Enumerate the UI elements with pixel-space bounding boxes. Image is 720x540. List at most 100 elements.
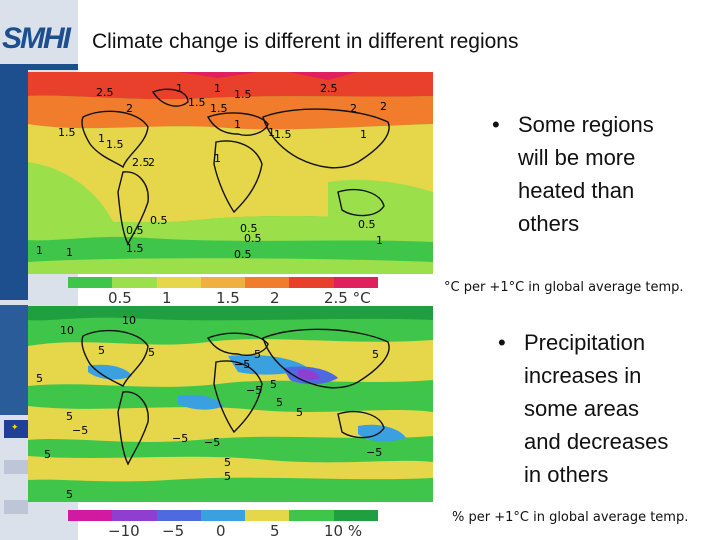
contour-label: 1	[234, 118, 241, 131]
temperature-caption: °C per +1°C in global average temp.	[444, 280, 684, 295]
contour-label: 5	[296, 406, 303, 419]
contour-label: 0.5	[150, 214, 168, 227]
contour-label: 1	[214, 82, 221, 95]
precipitation-colorbar	[68, 510, 378, 521]
colorbar-swatch	[200, 510, 246, 521]
contour-label: −5	[234, 358, 250, 371]
precipitation-caption: % per +1°C in global average temp.	[452, 510, 689, 525]
colorbar-swatch	[333, 277, 378, 288]
temperature-bullet-line: Some regions	[518, 112, 654, 137]
contour-label: 5	[276, 396, 283, 409]
contour-label: 5	[224, 470, 231, 483]
colorbar-swatch	[68, 277, 113, 288]
contour-label: −5	[246, 384, 262, 397]
contour-label: −5	[72, 424, 88, 437]
colorbar-tick-label: 5	[270, 522, 280, 540]
contour-label: 5	[254, 348, 261, 361]
contour-label: 10	[60, 324, 74, 337]
colorbar-swatch	[245, 277, 290, 288]
colorbar-swatch	[245, 510, 290, 521]
contour-label: 2.5	[320, 82, 338, 95]
temperature-colorbar	[68, 277, 378, 288]
colorbar-tick-label: 0	[216, 522, 226, 540]
contour-label: 5	[372, 348, 379, 361]
colorbar-swatch	[289, 277, 334, 288]
contour-label: 1	[360, 128, 367, 141]
contour-label: 5	[98, 344, 105, 357]
contour-label: 0.5	[240, 222, 258, 235]
precipitation-bullet-line: increases in	[524, 363, 642, 388]
temperature-bullet-line: heated than	[518, 178, 635, 203]
contour-label: 1	[214, 152, 221, 165]
precipitation-bullet-line: and decreases	[524, 429, 669, 454]
logo-underline	[0, 64, 78, 70]
contour-label: 1	[36, 244, 43, 257]
contour-label: −5	[204, 436, 220, 449]
precipitation-bullet-line: in others	[524, 462, 609, 487]
colorbar-swatch	[112, 277, 157, 288]
contour-label: 5	[66, 410, 73, 423]
colorbar-tick-label: 0.5	[108, 289, 132, 307]
colorbar-swatch	[68, 510, 113, 521]
contour-label: 0.5	[126, 224, 144, 237]
contour-label: 1.5	[126, 242, 144, 255]
contour-label: 10	[122, 314, 136, 327]
contour-label: 1.5	[58, 126, 76, 139]
contour-label: 1	[66, 246, 73, 259]
contour-label: 5	[224, 456, 231, 469]
contour-label: 1	[376, 234, 383, 247]
contour-label: 5	[270, 378, 277, 391]
contour-label: 1.5	[234, 88, 252, 101]
precipitation-bullet: • Precipitation increases in some areas …	[498, 326, 669, 491]
sidebar-strip-upper	[0, 70, 28, 300]
bullet-point-icon: •	[492, 112, 500, 137]
contour-label: 0.5	[244, 232, 262, 245]
contour-label: 2.5	[96, 86, 114, 99]
partner-logo-icon-2	[4, 500, 28, 514]
contour-label: 2	[148, 156, 155, 169]
colorbar-swatch	[200, 277, 246, 288]
temperature-bullet-line: will be more	[518, 145, 636, 170]
precipitation-bullet-line: Precipitation	[524, 330, 646, 355]
colorbar-swatch	[156, 510, 201, 521]
colorbar-swatch	[112, 510, 157, 521]
colorbar-tick-label: 10 %	[324, 522, 363, 540]
contour-label: −5	[366, 446, 382, 459]
contour-label: 5	[66, 488, 73, 501]
contour-label: 1	[268, 126, 275, 139]
colorbar-tick-label: −5	[162, 522, 185, 540]
bullet-point-icon: •	[498, 330, 506, 355]
partner-logo-icon	[4, 460, 28, 474]
colorbar-tick-label: 1.5	[216, 289, 240, 307]
contour-label: 0.5	[358, 218, 376, 231]
contour-label: 1.5	[188, 96, 206, 109]
contour-label: 1.5	[210, 102, 228, 115]
colorbar-tick-label: 2.5 °C	[324, 289, 371, 307]
contour-label: 2	[350, 102, 357, 115]
contour-label: 1	[98, 132, 105, 145]
colorbar-tick-label: 2	[270, 289, 280, 307]
contour-label: 2	[126, 102, 133, 115]
contour-label: 5	[44, 448, 51, 461]
contour-label: 1	[176, 82, 183, 95]
precipitation-bullet-line: some areas	[524, 396, 639, 421]
contour-label: −5	[172, 432, 188, 445]
contour-label: 0.5	[234, 248, 252, 261]
slide-title: Climate change is different in different…	[92, 30, 519, 53]
smhi-logo: SMHI	[2, 22, 71, 55]
temperature-bullet-line: others	[518, 211, 580, 236]
colorbar-tick-label: 1	[162, 289, 172, 307]
colorbar-swatch	[156, 277, 201, 288]
colorbar-swatch	[289, 510, 334, 521]
contour-label: 1.5	[274, 128, 292, 141]
contour-label: 2	[380, 100, 387, 113]
contour-label: 1.5	[106, 138, 124, 151]
eu-flag-icon: ✦	[4, 420, 28, 438]
temperature-bullet: • Some regions will be more heated than …	[492, 108, 654, 240]
colorbar-tick-label: −10	[108, 522, 140, 540]
contour-label: 2.5	[132, 156, 150, 169]
contour-label: 5	[148, 346, 155, 359]
contour-label: 5	[36, 372, 43, 385]
